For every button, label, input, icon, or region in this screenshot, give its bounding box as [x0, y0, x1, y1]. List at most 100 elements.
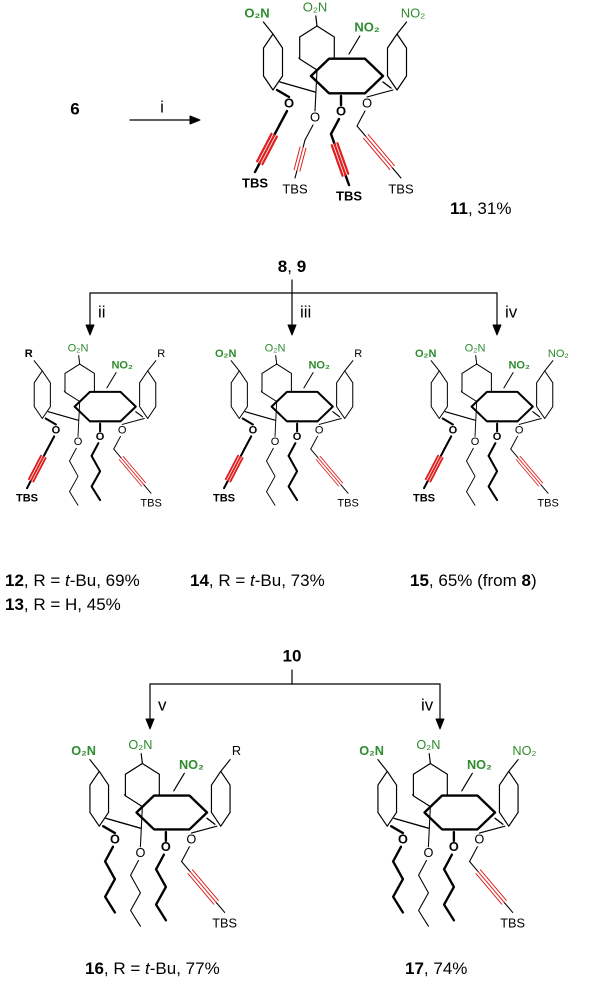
substituent: NO₂	[179, 757, 204, 772]
propyl-chain	[266, 460, 276, 506]
compound-caption: 11, 31%	[450, 199, 511, 218]
bond	[508, 758, 519, 772]
text-part: ,	[287, 257, 296, 276]
silyl-group: TBS	[413, 492, 435, 504]
triple-bond	[122, 455, 146, 484]
substituent: O₂N	[244, 5, 269, 20]
reagent: ii	[98, 302, 106, 321]
substituent: O₂N	[265, 343, 286, 355]
bond	[418, 859, 427, 876]
triple-bond	[258, 134, 276, 164]
bridge	[206, 817, 216, 825]
triple-bond	[515, 459, 540, 487]
bond	[130, 859, 139, 876]
text-part: 12	[5, 571, 24, 590]
triple-bond	[319, 455, 343, 484]
aryl-ring	[73, 390, 137, 423]
silyl-group: TBS	[282, 181, 308, 196]
bond	[154, 853, 166, 871]
oxygen: O	[284, 95, 294, 110]
bridge	[105, 817, 142, 829]
compound-caption: 14, R = t-Bu, 73%	[190, 571, 325, 590]
propyl-chain	[466, 460, 476, 506]
bond	[391, 845, 403, 863]
triple-bond	[363, 137, 391, 171]
bond	[315, 15, 318, 27]
substituent: R	[157, 348, 165, 360]
bridge	[393, 817, 430, 829]
silyl-group: TBS	[16, 492, 38, 504]
aryl-ring	[423, 794, 497, 831]
bond	[348, 35, 361, 55]
text-part: , 74%	[424, 959, 467, 978]
triple-bond	[477, 871, 505, 903]
propyl-chain	[391, 860, 405, 914]
bond	[89, 758, 100, 772]
propyl-chain	[487, 454, 499, 502]
bond	[329, 132, 336, 146]
starting-material: 10	[283, 646, 302, 665]
aryl-ring	[309, 57, 385, 95]
bond	[474, 401, 478, 437]
bond	[396, 21, 408, 35]
bond	[540, 483, 549, 494]
bond	[391, 167, 402, 179]
triple-bond	[429, 457, 444, 483]
silyl-group: TBS	[140, 497, 161, 509]
text-part: -Bu, 73%	[255, 571, 325, 590]
bond	[422, 479, 430, 490]
reagent: iii	[300, 302, 311, 321]
oxygen: O	[398, 831, 408, 846]
silyl-group: TBS	[537, 497, 558, 509]
bond	[69, 447, 77, 462]
bond	[78, 355, 81, 365]
oxygen: O	[271, 436, 280, 448]
oxygen: O	[449, 424, 458, 436]
aryl-ring	[210, 770, 231, 827]
substituent: R	[25, 348, 33, 360]
oxygen: O	[449, 839, 459, 854]
oxygen: O	[52, 424, 61, 436]
substituent: O₂N	[68, 343, 89, 355]
substituent: NO₂	[111, 360, 133, 372]
aryl-ring	[135, 794, 209, 831]
text-part: t	[145, 959, 151, 978]
bond	[173, 772, 185, 792]
arrow-head	[189, 115, 201, 125]
bond	[377, 758, 388, 772]
bond	[442, 853, 454, 871]
bond	[304, 124, 314, 141]
silyl-group: TBS	[388, 181, 414, 196]
triple-bond	[330, 144, 344, 177]
text-part: 17	[405, 959, 424, 978]
triple-bond	[424, 454, 439, 481]
bond	[503, 901, 514, 913]
bond	[181, 846, 190, 863]
bond	[277, 109, 289, 128]
oxygen: O	[186, 831, 196, 846]
bond	[42, 448, 49, 458]
bond	[544, 360, 554, 372]
silyl-group: TBS	[337, 497, 358, 509]
bond	[140, 753, 143, 765]
reactant: 6	[70, 99, 79, 118]
oxygen: O	[310, 109, 320, 124]
bond	[25, 479, 33, 490]
bond	[239, 448, 246, 458]
bond	[253, 161, 262, 174]
oxygen: O	[336, 103, 346, 118]
triple-bond	[367, 133, 395, 167]
compound-caption: 16, R = t-Bu, 77%	[85, 959, 220, 978]
bond	[113, 435, 121, 450]
bond	[139, 806, 143, 848]
bond	[302, 139, 306, 149]
bond	[475, 355, 478, 365]
bond	[469, 846, 478, 863]
reagent: i	[160, 97, 164, 116]
arrow-head	[85, 324, 95, 336]
substituent: R	[232, 743, 241, 758]
text-part: , 65% (from	[429, 571, 522, 590]
bond	[466, 447, 474, 462]
